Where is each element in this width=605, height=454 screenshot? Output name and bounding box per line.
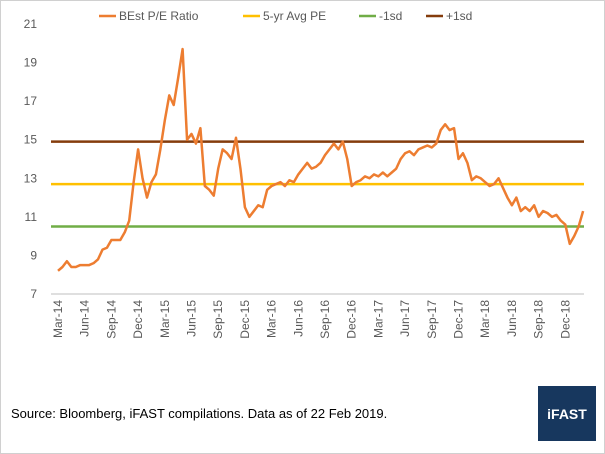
x-tick-label: Sep-15 xyxy=(211,300,225,339)
x-tick-label: Dec-17 xyxy=(452,300,466,339)
x-tick-label: Jun-15 xyxy=(185,300,199,337)
legend-label: -1sd xyxy=(379,9,402,23)
legend-label: BEst P/E Ratio xyxy=(119,9,199,23)
legend-label: +1sd xyxy=(446,9,472,23)
y-tick-label: 11 xyxy=(25,210,38,224)
x-tick-label: Sep-18 xyxy=(532,300,546,339)
source-note: Source: Bloomberg, iFAST compilations. D… xyxy=(11,406,388,421)
x-tick-label: Jun-17 xyxy=(398,300,412,337)
logo: iFAST xyxy=(538,386,596,441)
x-tick-label: Dec-14 xyxy=(131,300,145,339)
x-tick-label: Mar-16 xyxy=(265,300,279,338)
x-tick-label: Dec-18 xyxy=(558,300,572,339)
y-tick-label: 13 xyxy=(24,171,38,185)
x-tick-label: Mar-18 xyxy=(478,300,492,338)
x-tick-label: Jun-16 xyxy=(291,300,305,337)
x-tick-label: Jun-14 xyxy=(78,300,92,337)
y-tick-label: 9 xyxy=(30,248,37,262)
x-tick-label: Sep-17 xyxy=(425,300,439,339)
x-tick-label: Dec-15 xyxy=(238,300,252,339)
x-tick-label: Mar-14 xyxy=(51,300,65,338)
x-tick-label: Sep-14 xyxy=(104,300,118,339)
y-tick-label: 21 xyxy=(24,17,38,31)
y-tick-label: 19 xyxy=(24,56,38,70)
x-tick-label: Dec-16 xyxy=(345,300,359,339)
line xyxy=(57,47,585,272)
x-tick-label: Mar-17 xyxy=(371,300,385,338)
y-tick-label: 15 xyxy=(24,133,38,147)
x-tick-label: Sep-16 xyxy=(318,300,332,339)
chart: 7 9 11 13 15 17 19 21 Mar-14 Jun-14 Sep-14 Dec-14 Ma… xyxy=(24,9,585,339)
x-tick-label: Jun-18 xyxy=(505,300,519,337)
x-tick-label: Mar-15 xyxy=(158,300,172,338)
y-tick-label: 7 xyxy=(30,287,37,301)
legend-label: 5-yr Avg PE xyxy=(263,9,326,23)
y-tick-label: 17 xyxy=(24,94,38,108)
